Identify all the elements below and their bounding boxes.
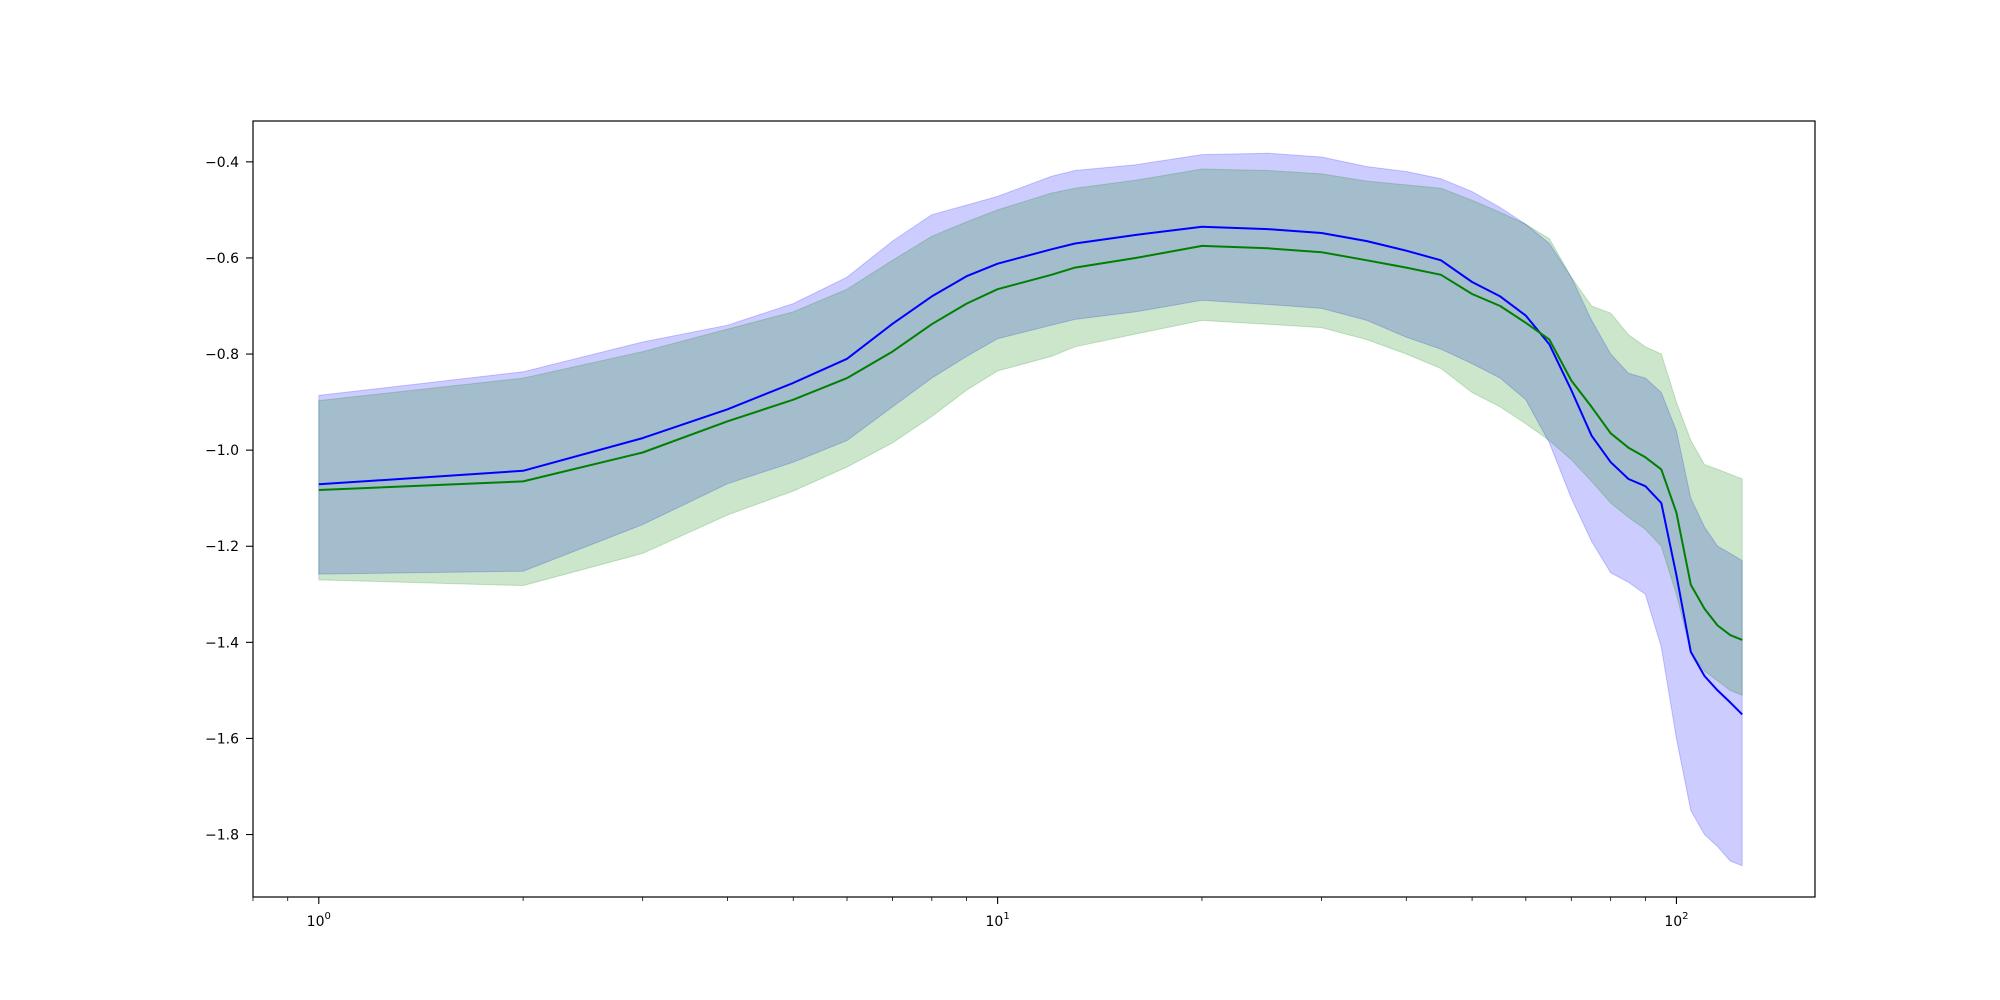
confidence-bands xyxy=(318,152,1743,867)
y-axis: −0.4 −0.6 −0.8 −1.0 −1.2 −1.4 −1.6 −1.8 xyxy=(205,155,253,844)
x-axis: 100 101 102 xyxy=(252,897,1689,930)
y-tick-label-8: −1.8 xyxy=(205,828,239,844)
series-lines xyxy=(318,225,1743,716)
y-tick-label-4: −1.0 xyxy=(205,443,239,459)
y-tick-label-7: −1.6 xyxy=(205,731,239,747)
x-tick-label-2: 101 xyxy=(986,911,1010,930)
y-tick-label-6: −1.4 xyxy=(205,635,239,651)
plot-background xyxy=(253,121,1815,897)
x-tick-label-3: 102 xyxy=(1664,911,1688,930)
y-tick-label-5: −1.2 xyxy=(205,539,239,555)
confidence-band-2 xyxy=(318,168,1743,696)
plot-frame xyxy=(252,120,1816,898)
plot-area xyxy=(252,120,1816,898)
confidence-band-1 xyxy=(318,152,1743,867)
x-tick-label-1: 100 xyxy=(307,911,331,930)
series-line-1 xyxy=(318,225,1743,716)
y-tick-label-1: −0.4 xyxy=(205,155,239,171)
series-line-2 xyxy=(318,244,1743,641)
y-tick-label-2: −0.6 xyxy=(205,251,239,267)
y-tick-label-3: −0.8 xyxy=(205,347,239,363)
